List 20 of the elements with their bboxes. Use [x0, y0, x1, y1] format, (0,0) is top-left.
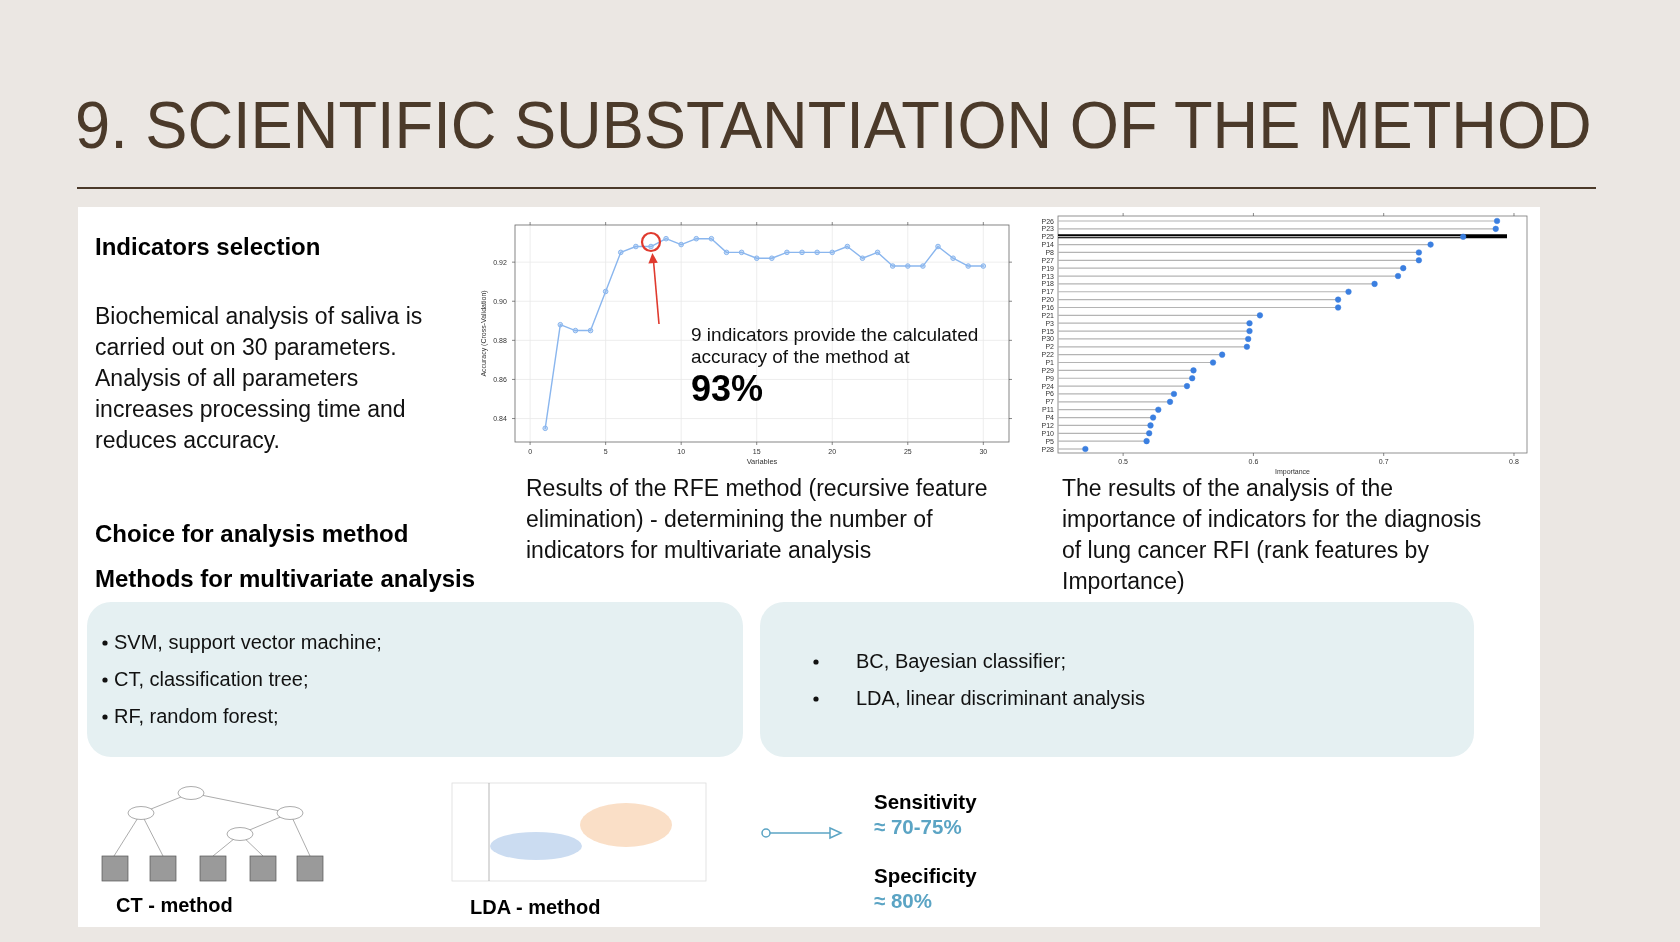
- text: BC, Bayesian classifier;: [856, 650, 1067, 672]
- text: RF, random forest;: [114, 705, 279, 727]
- annotation: 93%: [691, 368, 764, 409]
- text: Results of the RFE method (recursive feature elimination) - determining the number of indicators for multivariate analysis: [526, 475, 988, 563]
- text: LDA - method: [470, 896, 601, 918]
- text: ≈ 70-75%: [874, 815, 962, 838]
- text: Indicators selection: [95, 233, 321, 260]
- text: The results of the analysis of the importance of indicators for the diagnosis of lung cancer RFI (rank features by Importance): [1062, 475, 1482, 594]
- text: Biochemical analysis of saliva is carried out on 30 parameters. Analysis of all parameters increases processing time and reduces accuracy.: [95, 303, 423, 453]
- text: 9. SCIENTIFIC SUBSTANTIATION OF THE METHOD: [75, 88, 1592, 163]
- text: CT, classification tree;: [114, 668, 309, 690]
- annotation: 9 indicators provide the calculated accuracy of the method at: [691, 324, 979, 367]
- text: CT - method: [116, 894, 233, 916]
- text: Choice for analysis method: [95, 520, 409, 547]
- text: Methods for multivariate analysis: [95, 565, 476, 592]
- text: Specificity: [874, 864, 978, 887]
- text: ≈ 80%: [874, 889, 932, 912]
- text: LDA, linear discriminant analysis: [856, 687, 1146, 709]
- text: Sensitivity: [874, 790, 978, 813]
- text: SVM, support vector machine;: [114, 631, 382, 653]
